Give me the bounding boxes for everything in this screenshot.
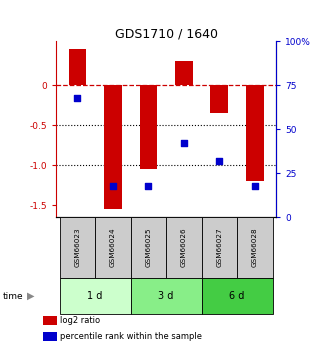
Text: GSM66027: GSM66027 [216,228,222,267]
Text: GSM66023: GSM66023 [74,228,81,267]
Bar [131,217,166,278]
Bar [166,217,202,278]
Point [217,158,222,164]
Bar [237,217,273,278]
Point [75,95,80,100]
Bar [202,278,273,314]
Bar [95,217,131,278]
Point [110,183,116,188]
Text: GSM66028: GSM66028 [252,228,258,267]
Title: GDS1710 / 1640: GDS1710 / 1640 [115,27,218,40]
Bar [69,49,86,85]
Text: log2 ratio: log2 ratio [60,316,100,325]
Bar [43,316,57,325]
Bar [131,278,202,314]
Text: time: time [3,292,24,300]
Bar [175,61,193,85]
Text: 1 d: 1 d [88,291,103,301]
Bar [43,332,57,341]
Bar [202,217,237,278]
Bar [246,85,264,181]
Text: GSM66024: GSM66024 [110,228,116,267]
Bar [104,85,122,209]
Text: percentile rank within the sample: percentile rank within the sample [60,333,202,342]
Text: GSM66026: GSM66026 [181,228,187,267]
Text: GSM66025: GSM66025 [145,228,152,267]
Text: 3 d: 3 d [159,291,174,301]
Point [181,141,187,146]
Point [146,183,151,188]
Text: 6 d: 6 d [230,291,245,301]
Bar [211,85,228,114]
Point [252,183,257,188]
Bar [60,278,131,314]
Text: ▶: ▶ [27,291,35,301]
Bar [140,85,157,169]
Bar [60,217,95,278]
